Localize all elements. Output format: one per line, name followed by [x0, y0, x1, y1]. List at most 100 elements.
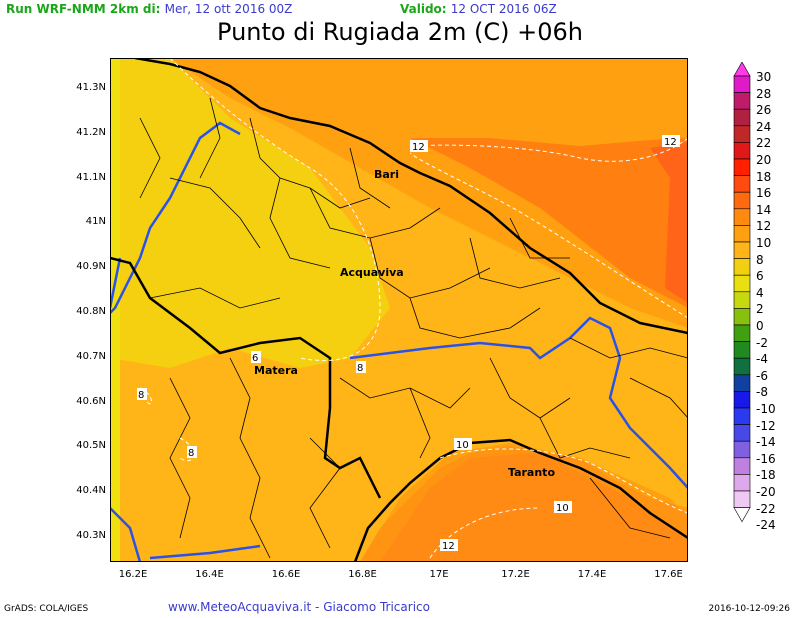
basilicata-border — [109, 256, 382, 499]
colorbar-label: 14 — [756, 202, 772, 217]
colorbar-swatch — [733, 474, 751, 492]
colorbar-label: 22 — [756, 136, 772, 151]
colorbar-top-arrow — [733, 62, 751, 77]
colorbar-label: 4 — [756, 285, 764, 300]
colorbar-label: 8 — [756, 252, 764, 267]
valid-date: 12 OCT 2016 06Z — [450, 2, 557, 16]
colorbar-label: 12 — [756, 219, 772, 234]
colorbar-swatch — [733, 424, 751, 442]
field-6 — [110, 58, 390, 368]
lat-tick-label: 40.5N — [76, 440, 106, 452]
city-bari: Bari — [374, 168, 399, 181]
colorbar-label: -20 — [756, 485, 776, 499]
lat-tick-label: 40.4N — [76, 485, 106, 497]
colorbar-label: 18 — [756, 169, 772, 184]
lat-tick-label: 41.2N — [76, 126, 106, 138]
field-6-edge — [110, 58, 120, 562]
gulf-of-taranto — [360, 446, 688, 562]
contour-label-bg — [440, 539, 458, 551]
lon-tick-label: 17E — [429, 569, 449, 580]
colorbar-swatch — [733, 357, 751, 376]
field-10-north — [170, 58, 688, 328]
lat-tick-label: 41N — [85, 216, 106, 228]
region-border-3 — [349, 316, 689, 489]
colorbar-swatch — [733, 225, 751, 243]
colorbar-label: 10 — [756, 236, 772, 250]
lon-tick-label: 17.6E — [654, 569, 683, 580]
footer-timestamp: 2016-10-12-09:26 — [708, 604, 791, 614]
lat-tick-label: 40.3N — [76, 530, 106, 541]
colorbar-swatch — [733, 457, 751, 475]
contour-label-8c: 8 — [188, 448, 194, 459]
colorbar-swatch — [733, 175, 751, 193]
colorbar-swatch — [733, 75, 751, 93]
lon-tick-label: 16.6E — [271, 569, 301, 580]
lat-tick-label: 40.6N — [76, 395, 106, 407]
region-border-1 — [109, 121, 241, 314]
colorbar-swatch — [733, 308, 751, 326]
colorbar-label: -22 — [756, 501, 776, 516]
city-acquaviva: Acquaviva — [340, 266, 404, 279]
lon-tick-label: 16.2E — [118, 569, 148, 580]
colorbar-label: 24 — [756, 119, 772, 134]
colorbar-label: 6 — [756, 269, 764, 284]
ionian-coast — [353, 438, 689, 563]
colorbar-swatch — [733, 407, 751, 425]
lon-tick-label: 16.8E — [348, 569, 377, 580]
colorbar-label: 2 — [756, 302, 764, 317]
lat-tick-label: 40.7N — [76, 350, 106, 362]
colorbar-label: -12 — [756, 418, 776, 433]
field-14-north — [650, 142, 688, 303]
contour-label-12b: 12 — [664, 137, 677, 148]
lon-tick-label: 16.4E — [195, 569, 224, 580]
colorbar-label: 16 — [756, 186, 772, 201]
colorbar-label: 30 — [756, 70, 772, 84]
colorbar-swatch — [733, 391, 751, 409]
colorbar-label: 0 — [756, 319, 764, 333]
colorbar-label: -14 — [756, 435, 776, 450]
city-labels: Bari Acquaviva Matera Taranto — [254, 168, 555, 479]
contour-label-12a: 12 — [412, 142, 425, 153]
colorbar-swatch — [733, 142, 751, 160]
contour-label-group: 12 12 10 10 12 8 8 8 6 — [137, 135, 680, 552]
footer-credit: GrADS: COLA/IGES — [4, 604, 89, 614]
colorbar-label: -10 — [756, 402, 776, 416]
colorbar-swatch — [733, 208, 751, 226]
contour-label-bg — [410, 140, 428, 152]
map-frame — [110, 58, 688, 562]
contour-label-10a: 10 — [456, 440, 469, 451]
colorbar-swatch — [733, 440, 751, 459]
contour-label-8a: 8 — [357, 363, 363, 374]
colorbar-label: 28 — [756, 86, 772, 101]
colorbar — [733, 62, 751, 523]
colorbar-label: -8 — [756, 385, 768, 400]
colorbar-swatch — [733, 92, 751, 110]
city-taranto: Taranto — [508, 466, 555, 479]
colorbar-swatch — [733, 274, 751, 293]
colorbar-label: -16 — [756, 451, 776, 466]
colorbar-label: -18 — [756, 468, 776, 483]
contour-label-10b: 10 — [556, 503, 569, 514]
contour-label-12c: 12 — [442, 541, 455, 552]
contour-label-bg — [251, 351, 261, 363]
colorbar-swatch — [733, 324, 751, 342]
city-matera: Matera — [254, 364, 298, 377]
lon-tick-label: 17.2E — [501, 569, 530, 580]
lon-tick-label: 17.4E — [577, 569, 607, 580]
colorbar-label: -2 — [756, 335, 768, 350]
colorbar-swatch — [733, 125, 751, 143]
colorbar-swatch — [733, 158, 751, 176]
valid-label: Valido: — [400, 2, 447, 16]
lat-tick-label: 41.1N — [76, 171, 106, 183]
contours — [139, 57, 689, 559]
region-border-2 — [108, 257, 122, 309]
colorbar-label: 26 — [756, 103, 772, 118]
colorbar-label: -6 — [756, 368, 768, 383]
colorbar-swatch — [733, 490, 751, 508]
colorbar-swatch — [733, 241, 751, 259]
contour-label-bg — [187, 446, 197, 458]
dewpoint-map: 12 12 10 10 12 8 8 8 6 Bari Acquaviva Ma… — [108, 56, 689, 563]
colorbar-swatch — [733, 291, 751, 309]
contour-label-bg — [662, 135, 680, 147]
colorbar-label: -24 — [756, 518, 776, 533]
